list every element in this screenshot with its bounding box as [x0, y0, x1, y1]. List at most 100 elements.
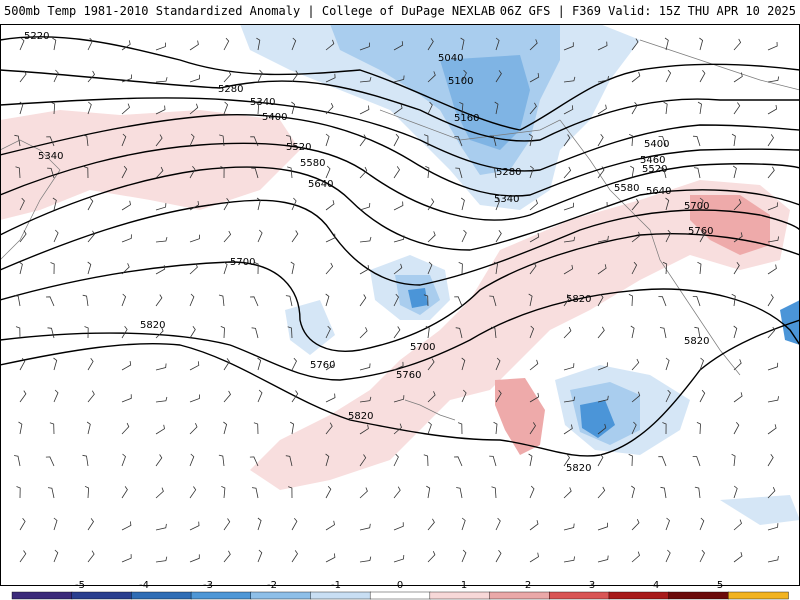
positive-anomaly-area [250, 180, 790, 490]
wind-barb [425, 165, 430, 179]
wind-barb [528, 453, 533, 467]
wind-barb [665, 549, 671, 563]
contour-label: 5820 [684, 336, 709, 347]
wind-barb [49, 422, 55, 435]
contour-label: 5160 [454, 113, 479, 124]
wind-barb [733, 392, 743, 403]
contour-label: 5280 [496, 167, 521, 178]
contour-labels: 5220 5040 5100 5160 5280 5340 5400 5520 … [24, 31, 713, 474]
wind-barb [427, 231, 436, 243]
wind-barb [393, 201, 404, 211]
wind-barb [223, 197, 230, 211]
wind-barb [733, 519, 742, 531]
wind-barb [563, 396, 576, 403]
wind-barb [458, 262, 463, 275]
wind-barb [563, 363, 575, 371]
wind-barb [597, 134, 604, 147]
wind-barb [155, 265, 166, 275]
wind-barb [291, 550, 298, 563]
wind-barb [665, 389, 671, 403]
wind-barb [250, 136, 259, 147]
wind-barb [223, 101, 229, 115]
colorbar-tick-label: -4 [139, 580, 149, 591]
wind-barb [82, 134, 89, 147]
wind-barb [189, 263, 198, 275]
wind-barb [767, 236, 779, 243]
contour-label: 5760 [396, 370, 421, 381]
wind-barb [46, 136, 55, 147]
wind-barb [87, 197, 94, 211]
wind-barb [87, 230, 95, 243]
wind-barb [221, 485, 226, 499]
wind-barb [218, 454, 225, 467]
colorbar-tick-label: -2 [267, 580, 277, 591]
wind-barb [121, 394, 132, 403]
wind-barb [359, 424, 369, 435]
height-contour [0, 199, 800, 286]
wind-barb [15, 326, 21, 339]
wind-barb [253, 422, 259, 435]
wind-barb [423, 134, 429, 147]
wind-barb [121, 554, 132, 563]
coastline [404, 399, 456, 421]
colorbar-cell [250, 591, 312, 600]
anomaly-map: 5220 5040 5100 5160 5280 5340 5400 5520 … [0, 24, 800, 586]
wind-barb [393, 486, 401, 499]
positive-anomaly-area [0, 110, 300, 220]
wind-barb [427, 101, 433, 115]
contour-label: 5400 [262, 112, 287, 123]
wind-barb [52, 197, 57, 211]
wind-barb [84, 326, 89, 339]
negative-anomaly-area [440, 55, 530, 150]
wind-barb [155, 396, 168, 403]
wind-barb [325, 39, 335, 51]
wind-barb [563, 105, 574, 115]
wind-barb [733, 232, 743, 243]
colorbar-cell [131, 591, 192, 600]
wind-barb [223, 358, 230, 371]
wind-barb [257, 517, 262, 531]
wind-barb [189, 74, 200, 83]
wind-barb [659, 327, 667, 339]
wind-barbs [14, 37, 780, 563]
wind-barb [529, 232, 540, 243]
wind-barb [359, 166, 368, 179]
wind-barb [256, 197, 261, 211]
negative-anomaly-shading [240, 24, 800, 525]
wind-barb [18, 261, 23, 275]
wind-barb [529, 73, 540, 83]
wind-barb [189, 453, 195, 467]
wind-barb [14, 295, 21, 307]
wind-barb [52, 37, 57, 51]
wind-barb [288, 486, 293, 499]
wind-barb [121, 133, 127, 147]
wind-barb [53, 549, 59, 563]
wind-barb [325, 233, 336, 243]
wind-barb [665, 357, 670, 371]
wind-barb [628, 454, 633, 467]
wind-barb [461, 69, 467, 83]
wind-barb [393, 166, 400, 179]
wind-barb [456, 487, 463, 499]
wind-barb [427, 551, 436, 563]
colorbar-cell [190, 591, 252, 600]
wind-barb [563, 76, 576, 83]
wind-barb [251, 327, 259, 339]
wind-barb [393, 326, 401, 339]
wind-barb [19, 70, 27, 83]
wind-barb [155, 523, 167, 531]
wind-barb [359, 76, 372, 83]
wind-barb [665, 517, 670, 531]
colorbar-tick-label: -1 [331, 580, 341, 591]
contour-label: 5520 [642, 164, 667, 175]
contour-label: 5640 [308, 179, 333, 190]
wind-barb [87, 101, 92, 115]
wind-barb [529, 199, 538, 211]
wind-barb [665, 69, 672, 83]
wind-barb [563, 424, 573, 435]
wind-barb [155, 487, 164, 499]
wind-barb [155, 42, 166, 51]
wind-barb [529, 165, 534, 179]
wind-barb [529, 392, 540, 403]
wind-barb [731, 293, 736, 307]
